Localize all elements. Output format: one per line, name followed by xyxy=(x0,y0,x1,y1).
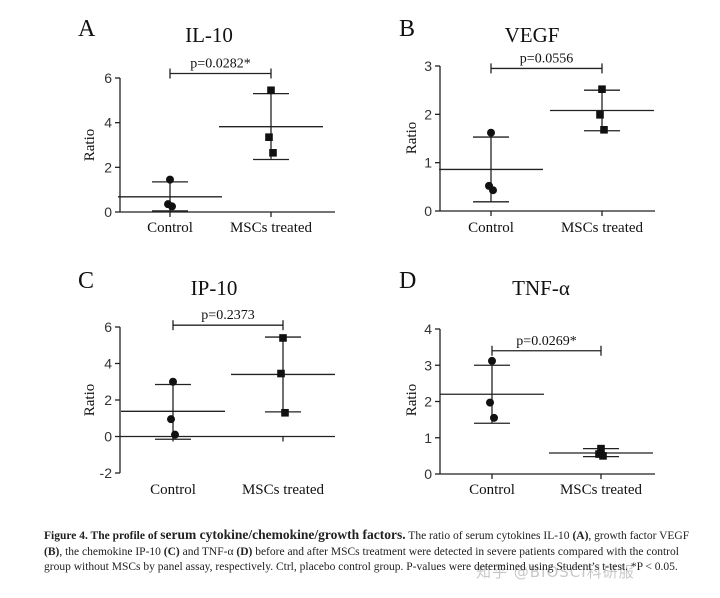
panel-a-y-tick-label: 4 xyxy=(104,115,112,131)
panel-d-y-axis-label: Ratio xyxy=(404,384,420,417)
panel-a-data-point xyxy=(267,86,275,95)
caption-ref-d: (D) xyxy=(236,545,253,558)
panel-b-title: VEGF xyxy=(505,23,560,47)
panel-a-y-tick-label: 6 xyxy=(104,70,112,86)
panel-c-title: IP-10 xyxy=(191,276,238,300)
panel-c-y-tick-label: 2 xyxy=(104,392,112,408)
panel-b-data-point xyxy=(487,128,495,137)
panel-c-category-label: Control xyxy=(150,482,196,498)
panel-d-category-label: Control xyxy=(469,482,515,498)
panel-a-letter: A xyxy=(78,16,96,42)
panel-b-data-point xyxy=(600,126,608,134)
panel-d-category-label: MSCs treated xyxy=(560,482,643,498)
panel-d-y-tick-label: 2 xyxy=(424,394,432,410)
panel-b-data-point xyxy=(598,85,606,93)
panel-c-data-point xyxy=(171,430,179,439)
panel-c-y-tick-label: 6 xyxy=(104,319,112,335)
panel-a-category-label: Control xyxy=(147,220,193,236)
caption-figure-label: Figure 4. The profile of xyxy=(44,530,158,542)
panel-d-data-point xyxy=(597,444,605,453)
panel-c-y-tick-label: 4 xyxy=(104,356,112,372)
panel-b-data-point xyxy=(489,186,497,195)
watermark-text: 知乎 @BIOSCI科研服 xyxy=(476,563,635,581)
panel-d-y-tick-label: 1 xyxy=(424,430,432,446)
figure-charts: A IL-10 0 2 4 6 Control MSCs treated Ratio p=0.02… xyxy=(78,16,655,498)
panel-b-y-tick-label: 2 xyxy=(424,106,432,122)
panel-a-y-axis-label: Ratio xyxy=(82,129,98,162)
caption-figure-title: serum cytokine/chemokine/growth factors. xyxy=(160,527,406,542)
caption-text-5: before and after MSCs treatment were det… xyxy=(44,545,679,574)
caption-ref-b: (B) xyxy=(44,545,60,558)
panel-a-data-point xyxy=(166,175,174,184)
panel-b-category-label: MSCs treated xyxy=(561,220,644,236)
panel-b-y-tick-label: 3 xyxy=(424,58,432,74)
panel-d-p-value-label: p=0.0269* xyxy=(516,334,576,349)
panel-d-y-tick-label: 3 xyxy=(424,357,432,373)
panel-d-y-tick-label: 4 xyxy=(424,321,432,337)
panel-b-y-axis-label: Ratio xyxy=(404,122,420,155)
figure-caption: Figure 4. The profile of serum cytokine/… xyxy=(44,527,704,576)
panel-d-data-point xyxy=(595,450,603,458)
caption-text-1: The ratio of serum cytokines IL-10 xyxy=(405,530,573,542)
panel-c-data-point xyxy=(167,415,175,424)
panel-c-letter: C xyxy=(78,268,94,294)
caption-text-2: , growth factor VEGF xyxy=(588,530,690,542)
panel-d-data-point xyxy=(486,398,494,407)
panel-a-data-point xyxy=(168,202,176,211)
panel-d-y-tick-label: 0 xyxy=(424,466,432,482)
panel-c-y-axis-label: Ratio xyxy=(82,384,98,417)
panel-c-y-tick-label: 0 xyxy=(104,429,112,445)
panel-c-data-point xyxy=(281,408,289,417)
panel-d-data-point xyxy=(599,452,607,460)
panel-c-data-point xyxy=(169,377,177,386)
panel-a-data-point xyxy=(265,133,273,141)
panel-a-data-point xyxy=(269,149,277,157)
panel-b-category-label: Control xyxy=(468,220,514,236)
caption-ref-a: (A) xyxy=(572,530,589,542)
panel-d-data-point xyxy=(488,356,496,365)
panel-d-title: TNF-α xyxy=(512,276,570,300)
panel-a-y-tick-label: 2 xyxy=(104,159,112,175)
panel-a-p-value-label: p=0.0282* xyxy=(190,57,250,72)
panel-b-p-value-label: p=0.0556 xyxy=(520,51,573,66)
panel-b-y-tick-label: 1 xyxy=(424,155,432,171)
panel-c-data-point xyxy=(279,334,287,342)
panel-b-y-tick-label: 0 xyxy=(424,203,432,219)
panel-b-letter: B xyxy=(399,16,415,42)
panel-c-y-tick-label: -2 xyxy=(100,465,113,481)
panel-b-data-point xyxy=(596,111,604,119)
caption-ref-c: (C) xyxy=(163,545,180,558)
caption-text-3: , the chemokine IP-10 xyxy=(59,545,164,558)
panel-a-category-label: MSCs treated xyxy=(230,220,313,236)
panel-c-data-point xyxy=(277,369,285,378)
panel-c-category-label: MSCs treated xyxy=(242,482,325,498)
panel-a-title: IL-10 xyxy=(185,23,233,47)
panel-c-p-value-label: p=0.2373 xyxy=(201,308,254,323)
panel-d-letter: D xyxy=(399,268,416,294)
caption-text-4: and TNF-α xyxy=(179,545,237,558)
panel-a-y-tick-label: 0 xyxy=(104,204,112,220)
panel-d-data-point xyxy=(490,413,498,422)
